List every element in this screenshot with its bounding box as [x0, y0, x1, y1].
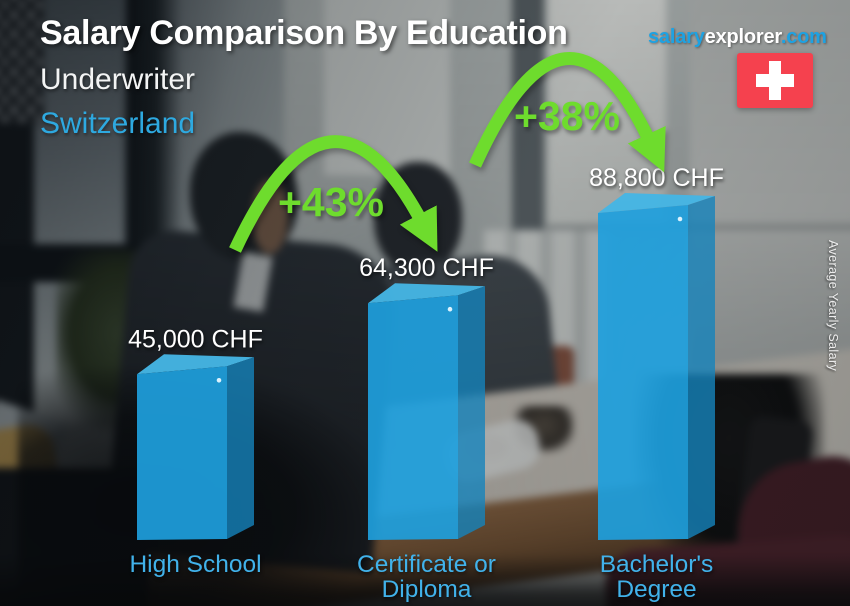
- bar-top-face: [598, 193, 715, 213]
- arrow-arc: [469, 52, 666, 173]
- increase-label: +38%: [514, 93, 620, 139]
- brand-logo[interactable]: salaryexplorer.com: [648, 26, 827, 49]
- value-label: 88,800 CHF: [589, 164, 724, 192]
- increase-arrow: +38%: [469, 52, 666, 173]
- brand-tld: .com: [780, 26, 827, 48]
- arrow-arc: [229, 135, 438, 253]
- bar-high-school: 45,000 CHF High School: [128, 325, 263, 578]
- value-label: 64,300 CHF: [359, 254, 494, 282]
- increase-arrow: +43%: [229, 135, 438, 253]
- bar-top-face: [137, 354, 254, 375]
- bar-side-face: [458, 286, 485, 539]
- bar-highlight: [216, 377, 222, 383]
- brand-explorer: explorer: [704, 26, 781, 48]
- value-label: 45,000 CHF: [128, 325, 263, 353]
- bar-top-face: [368, 283, 485, 304]
- bar-front-face: [368, 295, 458, 540]
- bars: 45,000 CHF High School 64,300 CHF Certifica…: [128, 164, 724, 603]
- category-label: High School: [129, 551, 261, 578]
- category-label: Certificate or: [357, 551, 496, 578]
- increase-label: +43%: [278, 179, 384, 225]
- bar-side-face: [227, 357, 254, 539]
- switzerland-flag-icon: [737, 53, 813, 108]
- brand-salary: salary: [648, 26, 705, 48]
- job-title: Underwriter: [40, 63, 196, 96]
- bar-highlight: [447, 306, 453, 312]
- y-axis-label: Average Yearly Salary: [826, 240, 840, 372]
- bar-side-face: [688, 196, 715, 539]
- page-title: Salary Comparison By Education: [40, 14, 568, 52]
- category-label: Degree: [616, 576, 696, 603]
- flag-cross-horizontal: [756, 74, 794, 87]
- category-label: Diploma: [382, 576, 472, 603]
- bar-front-face: [598, 205, 688, 540]
- bar-front-face: [137, 366, 227, 540]
- country-name: Switzerland: [40, 107, 196, 140]
- category-label: Bachelor's: [600, 551, 714, 578]
- bar-highlight: [677, 216, 683, 222]
